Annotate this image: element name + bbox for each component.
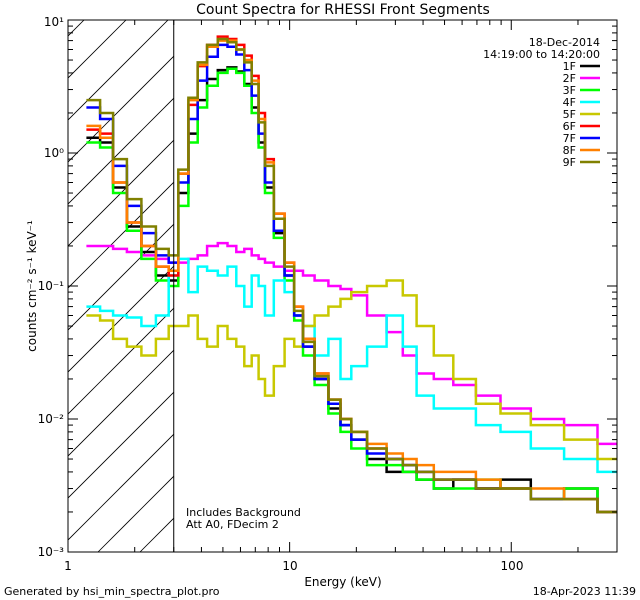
hatch-line — [0, 0, 110, 552]
y-tick-label-1e0: 10⁰ — [44, 146, 64, 160]
hatch-line — [68, 391, 174, 499]
plot-frame — [67, 19, 618, 553]
series-line-5F — [86, 279, 617, 461]
hatch-line — [68, 20, 127, 79]
hatch-line — [68, 433, 174, 541]
y-axis-label: counts cm⁻² s⁻¹ keV⁻¹ — [25, 220, 39, 352]
legend-label-2F: 2F — [563, 72, 576, 85]
legend-label-7F: 7F — [563, 132, 576, 145]
footer-timestamp: 18-Apr-2023 11:39 — [533, 585, 636, 598]
hatch-line — [68, 20, 169, 121]
attenuator-note: Att A0, FDecim 2 — [186, 518, 279, 531]
excluded-energy-hatch — [0, 0, 640, 552]
x-tick-label-10: 10 — [282, 559, 297, 573]
x-tick-label-100: 100 — [501, 559, 524, 573]
x-axis-label: Energy (keV) — [304, 575, 381, 589]
series-line-9F — [86, 37, 617, 514]
y-tick-label-1e-2: 10⁻² — [38, 412, 65, 426]
legend-label-8F: 8F — [563, 144, 576, 157]
y-tick-label-1e-1: 10⁻¹ — [38, 279, 65, 293]
x-tick-label-1: 1 — [64, 559, 72, 573]
time-range-label: 14:19:00 to 14:20:00 — [483, 48, 600, 61]
background-note: Includes Background — [186, 506, 301, 519]
date-label: 18-Dec-2014 — [529, 36, 600, 49]
hatch-line — [308, 0, 640, 552]
hatch-line — [266, 0, 640, 552]
hatch-line — [68, 349, 174, 457]
y-tick-label-1e1: 10¹ — [44, 15, 64, 29]
axis-ticks — [67, 19, 618, 553]
y-tick-label-1e-3: 10⁻³ — [38, 545, 65, 559]
legend-label-5F: 5F — [563, 108, 576, 121]
hatch-line — [68, 181, 174, 289]
legend-label-4F: 4F — [563, 96, 576, 109]
hatch-line — [68, 20, 85, 37]
legend-label-9F: 9F — [563, 156, 576, 169]
footer-generated-by: Generated by hsi_min_spectra_plot.pro — [4, 585, 220, 598]
legend-label-1F: 1F — [563, 60, 576, 73]
legend-label-6F: 6F — [563, 120, 576, 133]
series-layer — [86, 35, 617, 514]
chart-title: Count Spectra for RHESSI Front Segments — [196, 2, 490, 18]
legend-label-3F: 3F — [563, 84, 576, 97]
